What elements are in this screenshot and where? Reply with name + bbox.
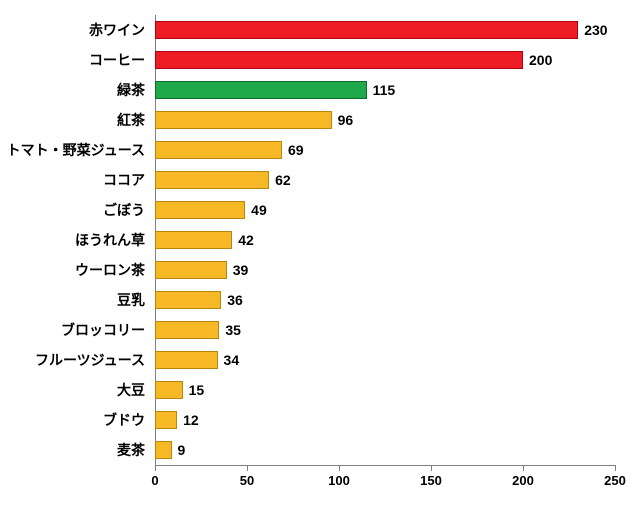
category-label: コーヒー (89, 45, 145, 75)
category-label: 赤ワイン (89, 15, 145, 45)
bar-row: 紅茶96 (155, 105, 615, 135)
bar (155, 261, 227, 279)
category-label: 紅茶 (117, 105, 145, 135)
value-label: 36 (227, 285, 243, 315)
category-label: フルーツジュース (35, 345, 145, 375)
x-tick-label: 100 (328, 473, 350, 488)
bar-row: ごぼう49 (155, 195, 615, 225)
bar-row: ブドウ12 (155, 405, 615, 435)
category-label: トマト・野菜ジュース (7, 135, 145, 165)
category-label: ごぼう (103, 195, 145, 225)
category-label: ウーロン茶 (75, 255, 145, 285)
category-label: 豆乳 (117, 285, 145, 315)
bar (155, 81, 367, 99)
plot-area: 赤ワイン230コーヒー200緑茶115紅茶96トマト・野菜ジュース69ココア62… (155, 15, 615, 465)
bar-row: トマト・野菜ジュース69 (155, 135, 615, 165)
x-tick-label: 0 (151, 473, 158, 488)
value-label: 115 (373, 75, 396, 105)
bar-row: ウーロン茶39 (155, 255, 615, 285)
bar-row: コーヒー200 (155, 45, 615, 75)
bar-row: 赤ワイン230 (155, 15, 615, 45)
value-label: 42 (238, 225, 254, 255)
category-label: ブロッコリー (61, 315, 145, 345)
category-label: 大豆 (117, 375, 145, 405)
bar (155, 171, 269, 189)
x-tick (615, 465, 616, 471)
bar (155, 411, 177, 429)
bar (155, 231, 232, 249)
bar-row: ほうれん草42 (155, 225, 615, 255)
value-label: 15 (189, 375, 205, 405)
bar (155, 141, 282, 159)
bar (155, 21, 578, 39)
bar-row: 緑茶115 (155, 75, 615, 105)
bar (155, 381, 183, 399)
x-tick-label: 150 (420, 473, 442, 488)
category-label: ほうれん草 (75, 225, 145, 255)
category-label: ブドウ (103, 405, 145, 435)
x-tick (247, 465, 248, 471)
bar-row: ブロッコリー35 (155, 315, 615, 345)
value-label: 69 (288, 135, 304, 165)
bar (155, 441, 172, 459)
bar-row: ココア62 (155, 165, 615, 195)
bar (155, 351, 218, 369)
value-label: 49 (251, 195, 267, 225)
x-tick (523, 465, 524, 471)
bar-row: 大豆15 (155, 375, 615, 405)
category-label: 麦茶 (117, 435, 145, 465)
value-label: 9 (178, 435, 186, 465)
value-label: 34 (224, 345, 240, 375)
x-tick-label: 50 (240, 473, 254, 488)
x-axis-line (155, 465, 615, 466)
value-label: 96 (338, 105, 354, 135)
value-label: 200 (529, 45, 552, 75)
category-label: ココア (103, 165, 145, 195)
polyphenol-bar-chart: 赤ワイン230コーヒー200緑茶115紅茶96トマト・野菜ジュース69ココア62… (0, 0, 640, 506)
x-tick-label: 200 (512, 473, 534, 488)
x-tick-label: 250 (604, 473, 626, 488)
bar (155, 51, 523, 69)
value-label: 35 (225, 315, 241, 345)
category-label: 緑茶 (117, 75, 145, 105)
bar-row: 豆乳36 (155, 285, 615, 315)
value-label: 230 (584, 15, 607, 45)
bar (155, 291, 221, 309)
value-label: 62 (275, 165, 291, 195)
bar-row: 麦茶9 (155, 435, 615, 465)
x-tick (155, 465, 156, 471)
bar (155, 321, 219, 339)
bar (155, 201, 245, 219)
x-tick (339, 465, 340, 471)
bar-row: フルーツジュース34 (155, 345, 615, 375)
value-label: 39 (233, 255, 249, 285)
value-label: 12 (183, 405, 199, 435)
bar (155, 111, 332, 129)
x-tick (431, 465, 432, 471)
